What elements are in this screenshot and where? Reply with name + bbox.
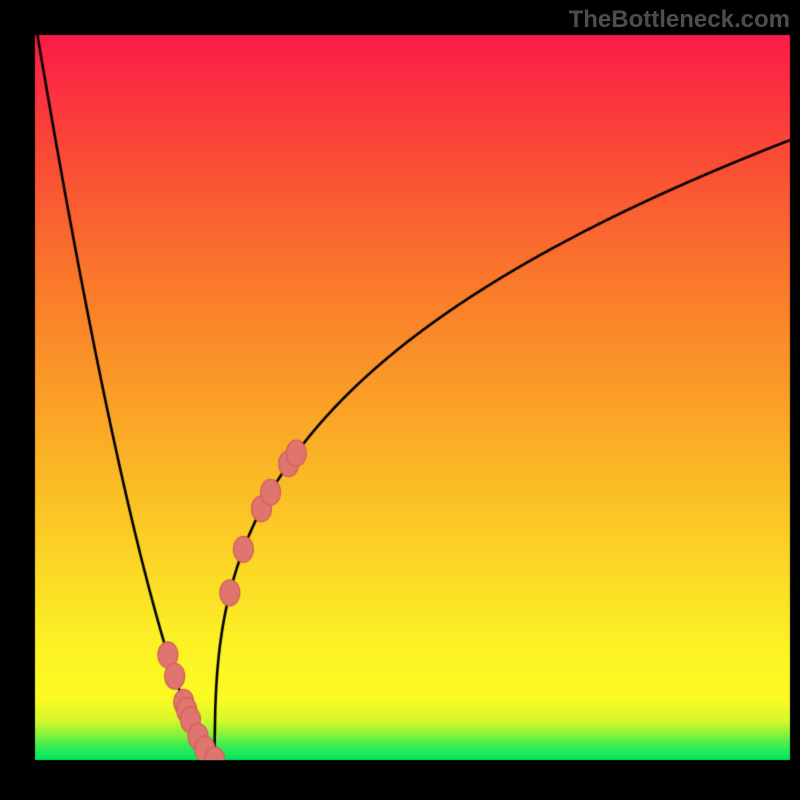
source-watermark: TheBottleneck.com bbox=[569, 6, 790, 34]
chart-stage: TheBottleneck.com bbox=[0, 0, 800, 800]
bottleneck-curve-canvas bbox=[0, 0, 800, 800]
